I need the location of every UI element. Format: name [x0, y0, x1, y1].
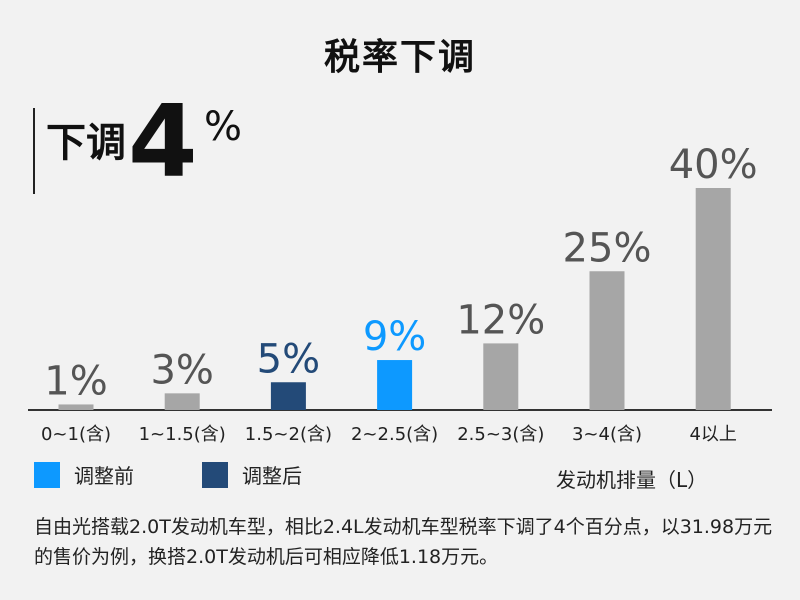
value-label-4: 12%: [456, 297, 545, 343]
legend-swatch-before: [34, 461, 60, 488]
highlight-divider: [33, 108, 35, 194]
x-tick-label-2: 1.5~2(含): [245, 424, 332, 445]
value-label-3: 9%: [363, 314, 426, 360]
value-label-0: 1%: [44, 358, 107, 404]
x-tick-label-0: 0~1(含): [41, 424, 111, 445]
value-label-5: 25%: [563, 225, 652, 271]
bar-4: [483, 343, 519, 410]
bar-1: [164, 393, 200, 410]
value-label-6: 40%: [669, 142, 758, 188]
footnote-text: 自由光搭载2.0T发动机车型，相比2.4L发动机车型税率下调了4个百分点，以31…: [34, 516, 773, 568]
legend-label-before: 调整前: [74, 464, 134, 488]
chart-title: 税率下调: [323, 37, 476, 78]
legend-swatch-after: [202, 461, 228, 488]
legend-item-after: 调整后: [202, 460, 302, 489]
x-axis-title: 发动机排量（L）: [556, 468, 708, 492]
legend-item-before: 调整前: [34, 460, 134, 489]
x-tick-label-4: 2.5~3(含): [457, 424, 544, 445]
value-label-2: 5%: [257, 336, 320, 382]
bar-3: [377, 360, 413, 410]
highlight-number: 4: [128, 83, 198, 200]
bar-5: [589, 271, 625, 410]
highlight-unit: %: [204, 104, 243, 150]
value-label-1: 3%: [150, 347, 213, 393]
x-tick-label-3: 2~2.5(含): [351, 424, 438, 445]
bar-2: [270, 382, 306, 410]
legend-label-after: 调整后: [242, 464, 302, 488]
x-tick-label-5: 3~4(含): [572, 424, 642, 445]
highlight-label: 下调: [46, 120, 126, 166]
x-tick-label-6: 4以上: [689, 424, 736, 445]
bar-6: [695, 188, 731, 410]
x-tick-label-1: 1~1.5(含): [139, 424, 226, 445]
bar-0: [58, 404, 94, 410]
